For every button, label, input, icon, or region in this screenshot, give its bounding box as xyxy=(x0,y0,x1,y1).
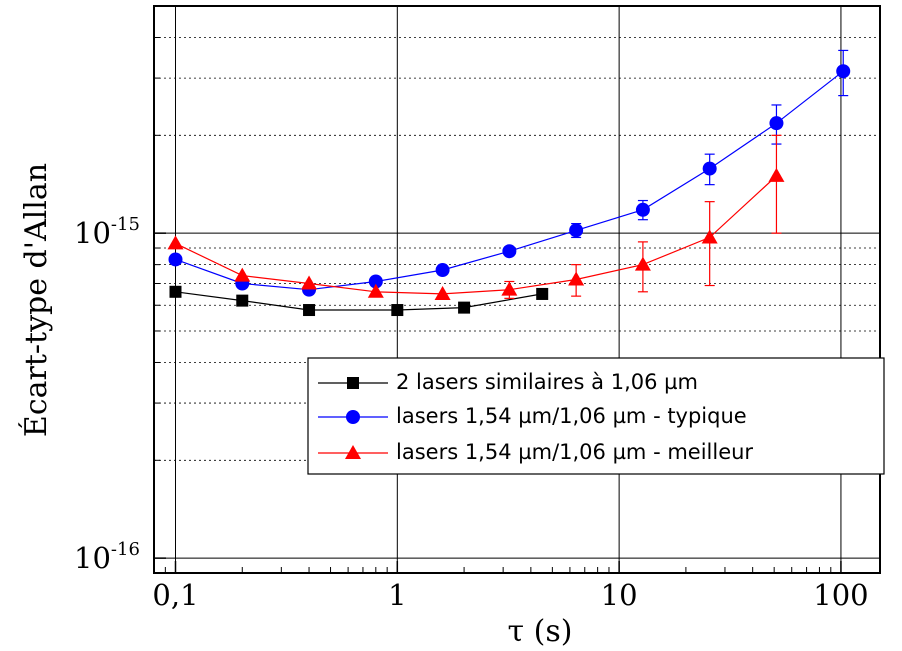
legend-label-series-2: lasers 1,54 µm/1,06 µm - typique xyxy=(396,404,747,428)
axis-ticks xyxy=(154,36,842,574)
x-tick-label: 10 xyxy=(601,578,638,612)
legend-swatches xyxy=(318,377,388,459)
data-point-series-3 xyxy=(701,229,718,244)
y-axis-title: Écart-type d'Allan xyxy=(18,163,54,437)
data-point-series-3 xyxy=(568,271,585,286)
series-line-1 xyxy=(175,291,543,311)
legend-box xyxy=(307,357,885,475)
grid-lines xyxy=(154,6,880,574)
data-point-series-2 xyxy=(635,202,650,217)
data-point-series-1 xyxy=(236,294,249,307)
legend-label-series-3: lasers 1,54 µm/1,06 µm - meilleur xyxy=(396,440,753,464)
legend-marker-2 xyxy=(346,410,360,424)
data-point-series-1 xyxy=(536,287,549,300)
legend-marker-3 xyxy=(345,445,361,459)
x-tick-label: 1 xyxy=(388,578,406,612)
data-markers xyxy=(167,64,851,317)
series-lines xyxy=(175,70,844,311)
data-point-series-2 xyxy=(435,263,450,278)
data-point-series-1 xyxy=(303,304,316,317)
data-point-series-3 xyxy=(167,235,184,250)
data-point-series-2 xyxy=(502,244,517,259)
x-tick-label: 100 xyxy=(813,578,868,612)
x-tick-label: 0,1 xyxy=(152,578,198,612)
data-point-series-3 xyxy=(634,256,651,271)
x-axis-title: τ (s) xyxy=(508,614,573,649)
legend: 2 lasers similaires à 1,06 µm lasers 1,5… xyxy=(307,357,885,475)
data-point-series-1 xyxy=(169,285,182,298)
data-point-series-2 xyxy=(769,116,784,131)
data-point-series-2 xyxy=(368,274,383,289)
plot-frame xyxy=(153,5,881,574)
y-tick-labels: 10-16 10-15 xyxy=(74,214,140,575)
data-point-series-3 xyxy=(768,167,785,182)
data-point-series-3 xyxy=(301,275,318,290)
data-point-series-2 xyxy=(836,64,851,79)
data-point-series-3 xyxy=(367,283,384,298)
data-point-series-3 xyxy=(501,281,518,296)
data-point-series-3 xyxy=(234,267,251,282)
data-point-series-3 xyxy=(434,285,451,300)
data-point-series-1 xyxy=(391,304,404,317)
data-point-series-2 xyxy=(702,161,717,176)
y-tick-label: 10-16 xyxy=(74,539,140,575)
data-point-series-2 xyxy=(569,223,584,238)
data-point-series-1 xyxy=(458,301,471,314)
series-line-3 xyxy=(175,175,777,295)
x-tick-labels: 0,1 1 10 100 xyxy=(152,578,868,612)
y-tick-label: 10-15 xyxy=(74,214,140,250)
data-point-series-2 xyxy=(168,252,183,267)
legend-marker-1 xyxy=(347,377,359,389)
legend-label-series-1: 2 lasers similaires à 1,06 µm xyxy=(396,370,698,394)
error-bars xyxy=(504,49,849,299)
